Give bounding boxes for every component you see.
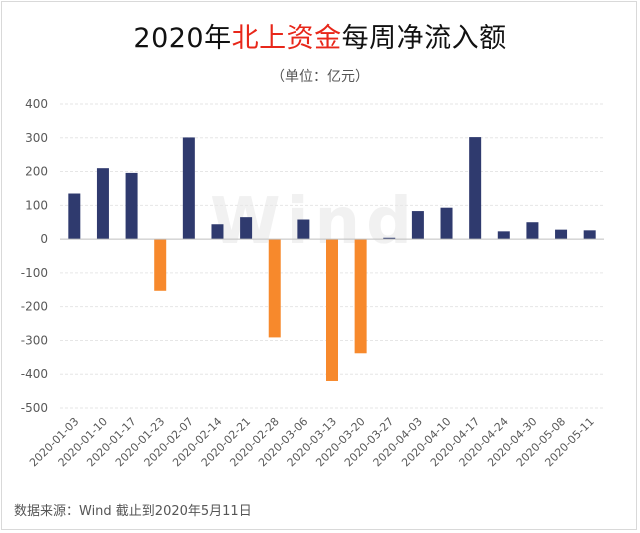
y-tick-label: 400 (25, 97, 48, 111)
data-source-footer: 数据来源：Wind 截止到2020年5月11日 (14, 504, 252, 519)
bar (182, 137, 195, 240)
chart-title: 2020年北上资金每周净流入额 (0, 16, 640, 55)
bar (354, 239, 367, 354)
y-tick-label: -500 (21, 401, 48, 415)
y-tick-label: -200 (21, 300, 48, 314)
bar (469, 137, 482, 240)
bar (240, 217, 253, 240)
bar (555, 229, 568, 240)
title-part-1: 2020年 (133, 23, 232, 54)
y-tick-label: -400 (21, 367, 48, 381)
bar (526, 222, 539, 240)
bar (268, 239, 281, 338)
y-tick-label: -300 (21, 333, 48, 347)
bar (68, 193, 81, 240)
title-part-2: 每周净流入额 (341, 23, 507, 54)
bar (326, 239, 338, 381)
bar (440, 207, 453, 240)
bar (125, 172, 138, 240)
y-tick-label: -100 (21, 266, 48, 280)
bar (211, 224, 224, 240)
bar (583, 230, 596, 240)
y-tick-label: 300 (25, 131, 48, 145)
y-tick-label: 0 (40, 232, 48, 246)
bar (497, 231, 510, 240)
title-highlight: 北上资金 (231, 23, 342, 54)
bar (154, 239, 167, 291)
bar (383, 237, 396, 240)
bar (411, 211, 424, 240)
bar (297, 219, 310, 240)
bar (96, 168, 109, 240)
y-tick-label: 100 (25, 198, 48, 212)
y-tick-label: 200 (25, 165, 48, 179)
unit-label: （单位：亿元） (271, 69, 369, 85)
